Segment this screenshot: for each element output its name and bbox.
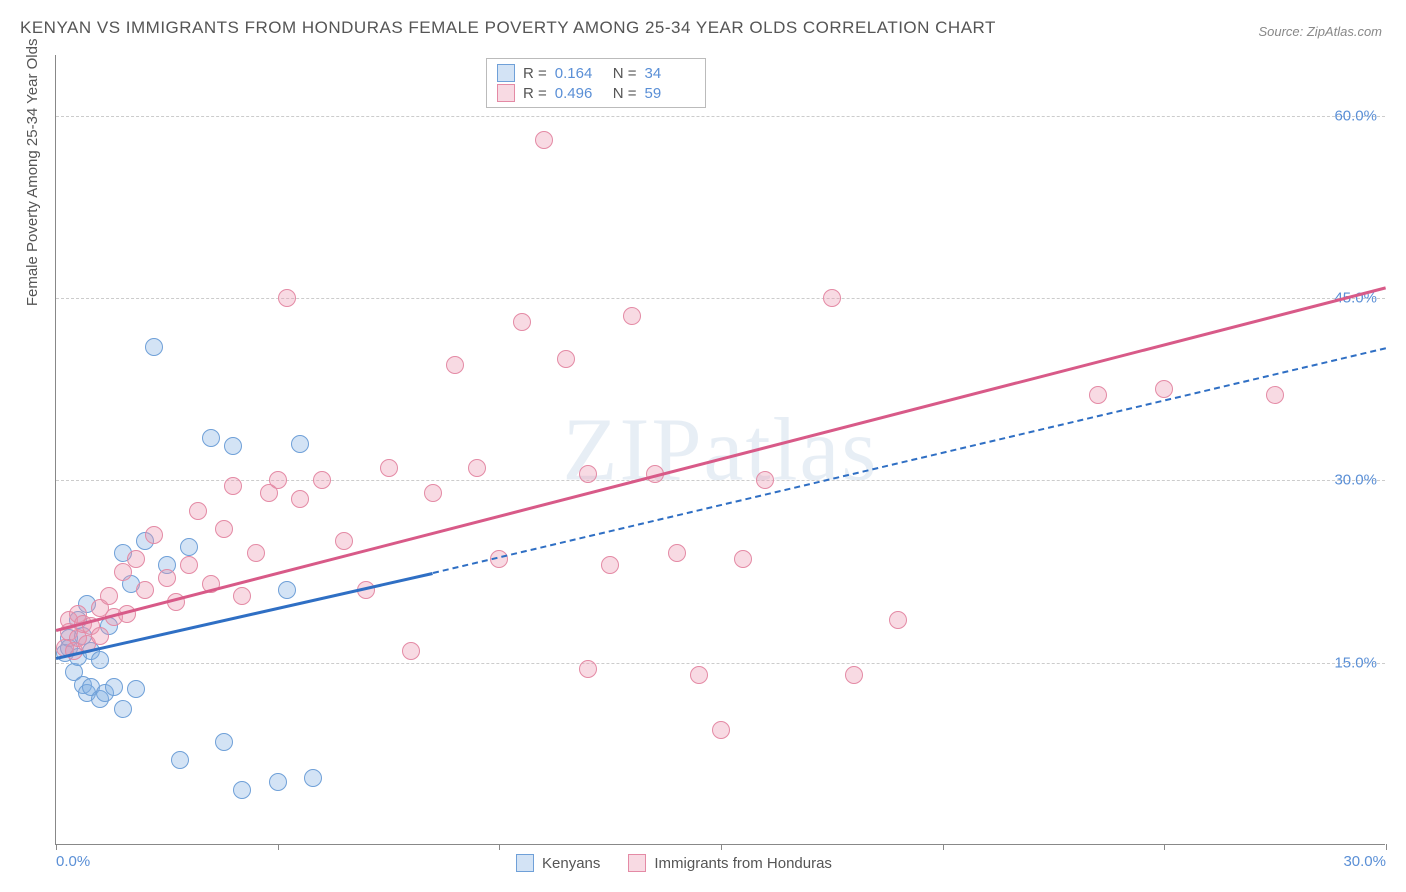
scatter-point (380, 459, 398, 477)
legend-label-kenyans: Kenyans (542, 855, 600, 872)
scatter-point (889, 611, 907, 629)
scatter-point (557, 350, 575, 368)
scatter-point (424, 484, 442, 502)
legend-label-honduras: Immigrants from Honduras (654, 855, 832, 872)
swatch-honduras (628, 854, 646, 872)
scatter-point (1089, 386, 1107, 404)
r-value-kenyans: 0.164 (555, 65, 605, 82)
scatter-point (145, 338, 163, 356)
scatter-point (215, 520, 233, 538)
scatter-point (180, 556, 198, 574)
scatter-point (127, 550, 145, 568)
scatter-point (468, 459, 486, 477)
swatch-honduras (497, 84, 515, 102)
gridline (56, 116, 1385, 117)
scatter-point (712, 721, 730, 739)
n-value-honduras: 59 (645, 85, 695, 102)
scatter-point (579, 465, 597, 483)
scatter-point (224, 437, 242, 455)
scatter-point (247, 544, 265, 562)
scatter-point (734, 550, 752, 568)
swatch-kenyans (516, 854, 534, 872)
scatter-point (100, 587, 118, 605)
gridline (56, 298, 1385, 299)
scatter-point (291, 490, 309, 508)
regression-line (433, 347, 1387, 574)
legend-item-kenyans: Kenyans (516, 854, 600, 872)
y-tick-label: 30.0% (1334, 472, 1377, 489)
scatter-point (304, 769, 322, 787)
x-tick (1386, 844, 1387, 850)
stats-legend: R = 0.164 N = 34 R = 0.496 N = 59 (486, 58, 706, 108)
scatter-point (145, 526, 163, 544)
scatter-point (233, 781, 251, 799)
scatter-point (278, 581, 296, 599)
scatter-point (513, 313, 531, 331)
scatter-point (335, 532, 353, 550)
regression-line (56, 286, 1387, 631)
scatter-point (189, 502, 207, 520)
chart-title: KENYAN VS IMMIGRANTS FROM HONDURAS FEMAL… (20, 18, 996, 38)
scatter-point (158, 569, 176, 587)
x-tick (1164, 844, 1165, 850)
scatter-point (623, 307, 641, 325)
scatter-point (127, 680, 145, 698)
x-tick-label: 0.0% (56, 853, 90, 870)
scatter-point (114, 700, 132, 718)
scatter-point (579, 660, 597, 678)
y-tick-label: 15.0% (1334, 654, 1377, 671)
x-tick-label: 30.0% (1343, 853, 1386, 870)
scatter-point (668, 544, 686, 562)
scatter-point (215, 733, 233, 751)
scatter-point (1155, 380, 1173, 398)
scatter-point (1266, 386, 1284, 404)
scatter-point (278, 289, 296, 307)
x-tick (499, 844, 500, 850)
scatter-point (446, 356, 464, 374)
x-tick (721, 844, 722, 850)
r-value-honduras: 0.496 (555, 85, 605, 102)
scatter-point (690, 666, 708, 684)
scatter-point (402, 642, 420, 660)
scatter-point (269, 773, 287, 791)
n-value-kenyans: 34 (645, 65, 695, 82)
x-tick (943, 844, 944, 850)
legend-item-honduras: Immigrants from Honduras (628, 854, 832, 872)
scatter-point (136, 581, 154, 599)
source-attribution: Source: ZipAtlas.com (1258, 24, 1382, 39)
swatch-kenyans (497, 64, 515, 82)
bottom-legend: Kenyans Immigrants from Honduras (516, 854, 832, 872)
n-label: N = (613, 65, 637, 82)
r-label: R = (523, 65, 547, 82)
stats-row-honduras: R = 0.496 N = 59 (497, 83, 695, 103)
scatter-point (202, 429, 220, 447)
scatter-point (105, 678, 123, 696)
gridline (56, 663, 1385, 664)
scatter-point (233, 587, 251, 605)
scatter-point (756, 471, 774, 489)
scatter-point (845, 666, 863, 684)
scatter-point (171, 751, 189, 769)
n-label: N = (613, 85, 637, 102)
stats-row-kenyans: R = 0.164 N = 34 (497, 63, 695, 83)
scatter-point (269, 471, 287, 489)
y-tick-label: 60.0% (1334, 107, 1377, 124)
r-label: R = (523, 85, 547, 102)
scatter-point (91, 651, 109, 669)
x-tick (278, 844, 279, 850)
scatter-point (313, 471, 331, 489)
scatter-point (180, 538, 198, 556)
x-tick (56, 844, 57, 850)
plot-area: ZIPatlas R = 0.164 N = 34 R = 0.496 N = … (55, 55, 1385, 845)
y-axis-label: Female Poverty Among 25-34 Year Olds (24, 39, 41, 307)
scatter-point (535, 131, 553, 149)
gridline (56, 480, 1385, 481)
scatter-point (601, 556, 619, 574)
scatter-point (224, 477, 242, 495)
scatter-point (91, 627, 109, 645)
scatter-point (823, 289, 841, 307)
scatter-point (291, 435, 309, 453)
